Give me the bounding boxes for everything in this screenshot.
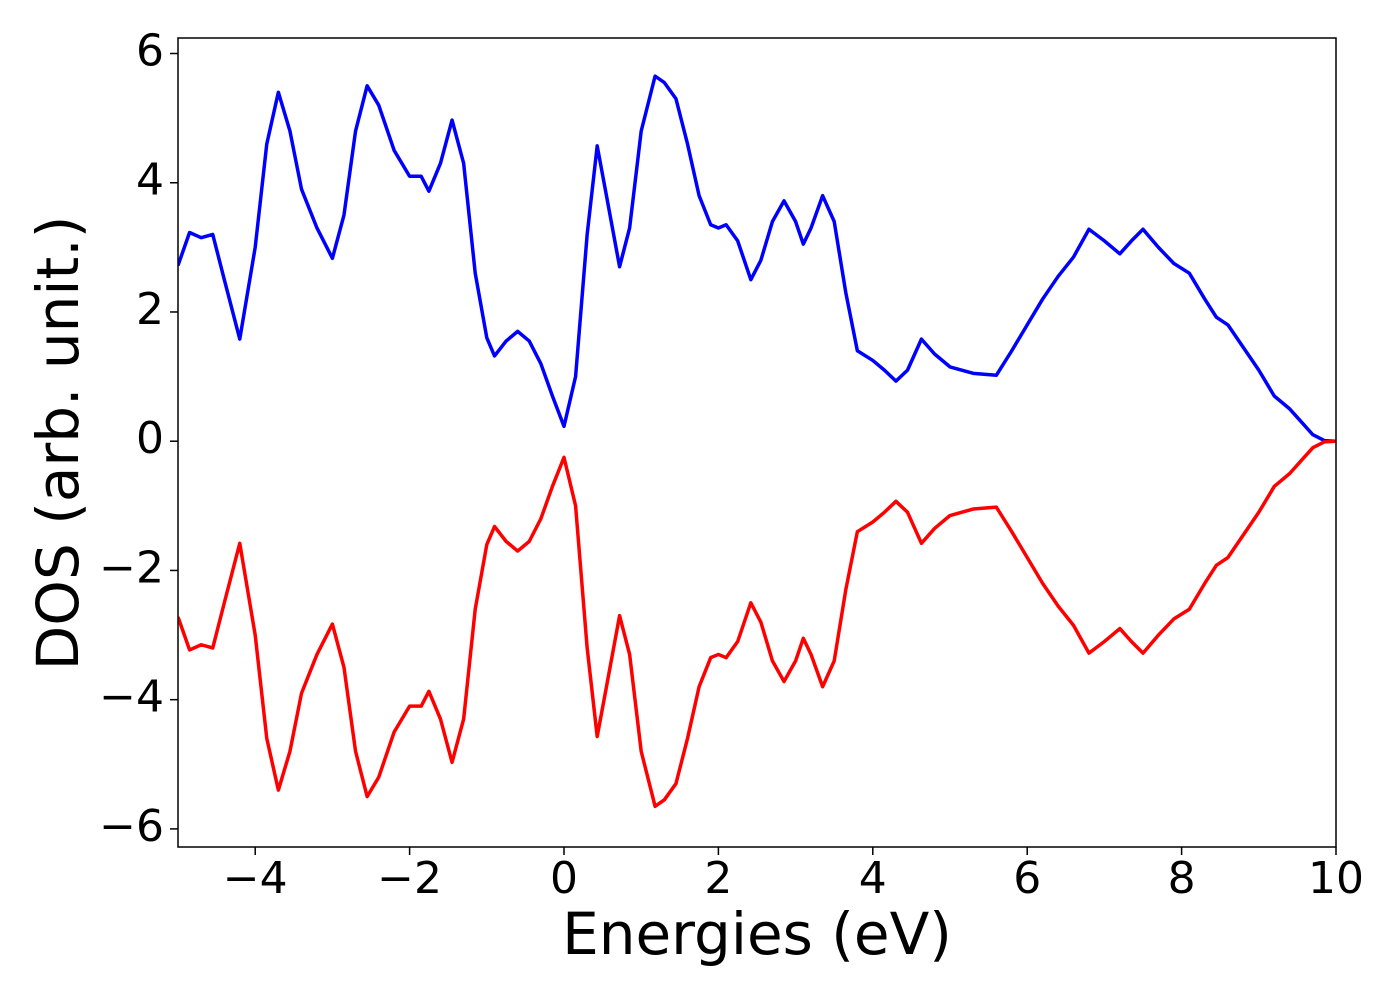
x-tick-label: 2 <box>704 853 732 904</box>
x-tick-label: −2 <box>377 853 442 904</box>
x-tick-label: 8 <box>1168 853 1196 904</box>
x-tick-label: −4 <box>223 853 288 904</box>
plot-frame <box>177 37 1337 848</box>
x-tick-label: 10 <box>1308 853 1364 904</box>
y-tick-label: −4 <box>99 672 164 723</box>
x-axis-label: Energies (eV) <box>562 900 952 968</box>
y-tick-label: 4 <box>136 155 164 206</box>
x-tick-label: 6 <box>1013 853 1041 904</box>
line <box>178 74 1336 443</box>
line <box>178 439 1336 809</box>
y-tick-label: 2 <box>136 284 164 335</box>
y-tick-label: 0 <box>136 413 164 464</box>
x-tick-label: 0 <box>550 853 578 904</box>
x-tick-label: 4 <box>859 853 887 904</box>
y-tick-label: −2 <box>99 542 164 593</box>
y-tick-label: 6 <box>136 26 164 77</box>
y-axis-label: DOS (arb. unit.) <box>24 216 92 671</box>
y-tick-label: −6 <box>99 801 164 852</box>
